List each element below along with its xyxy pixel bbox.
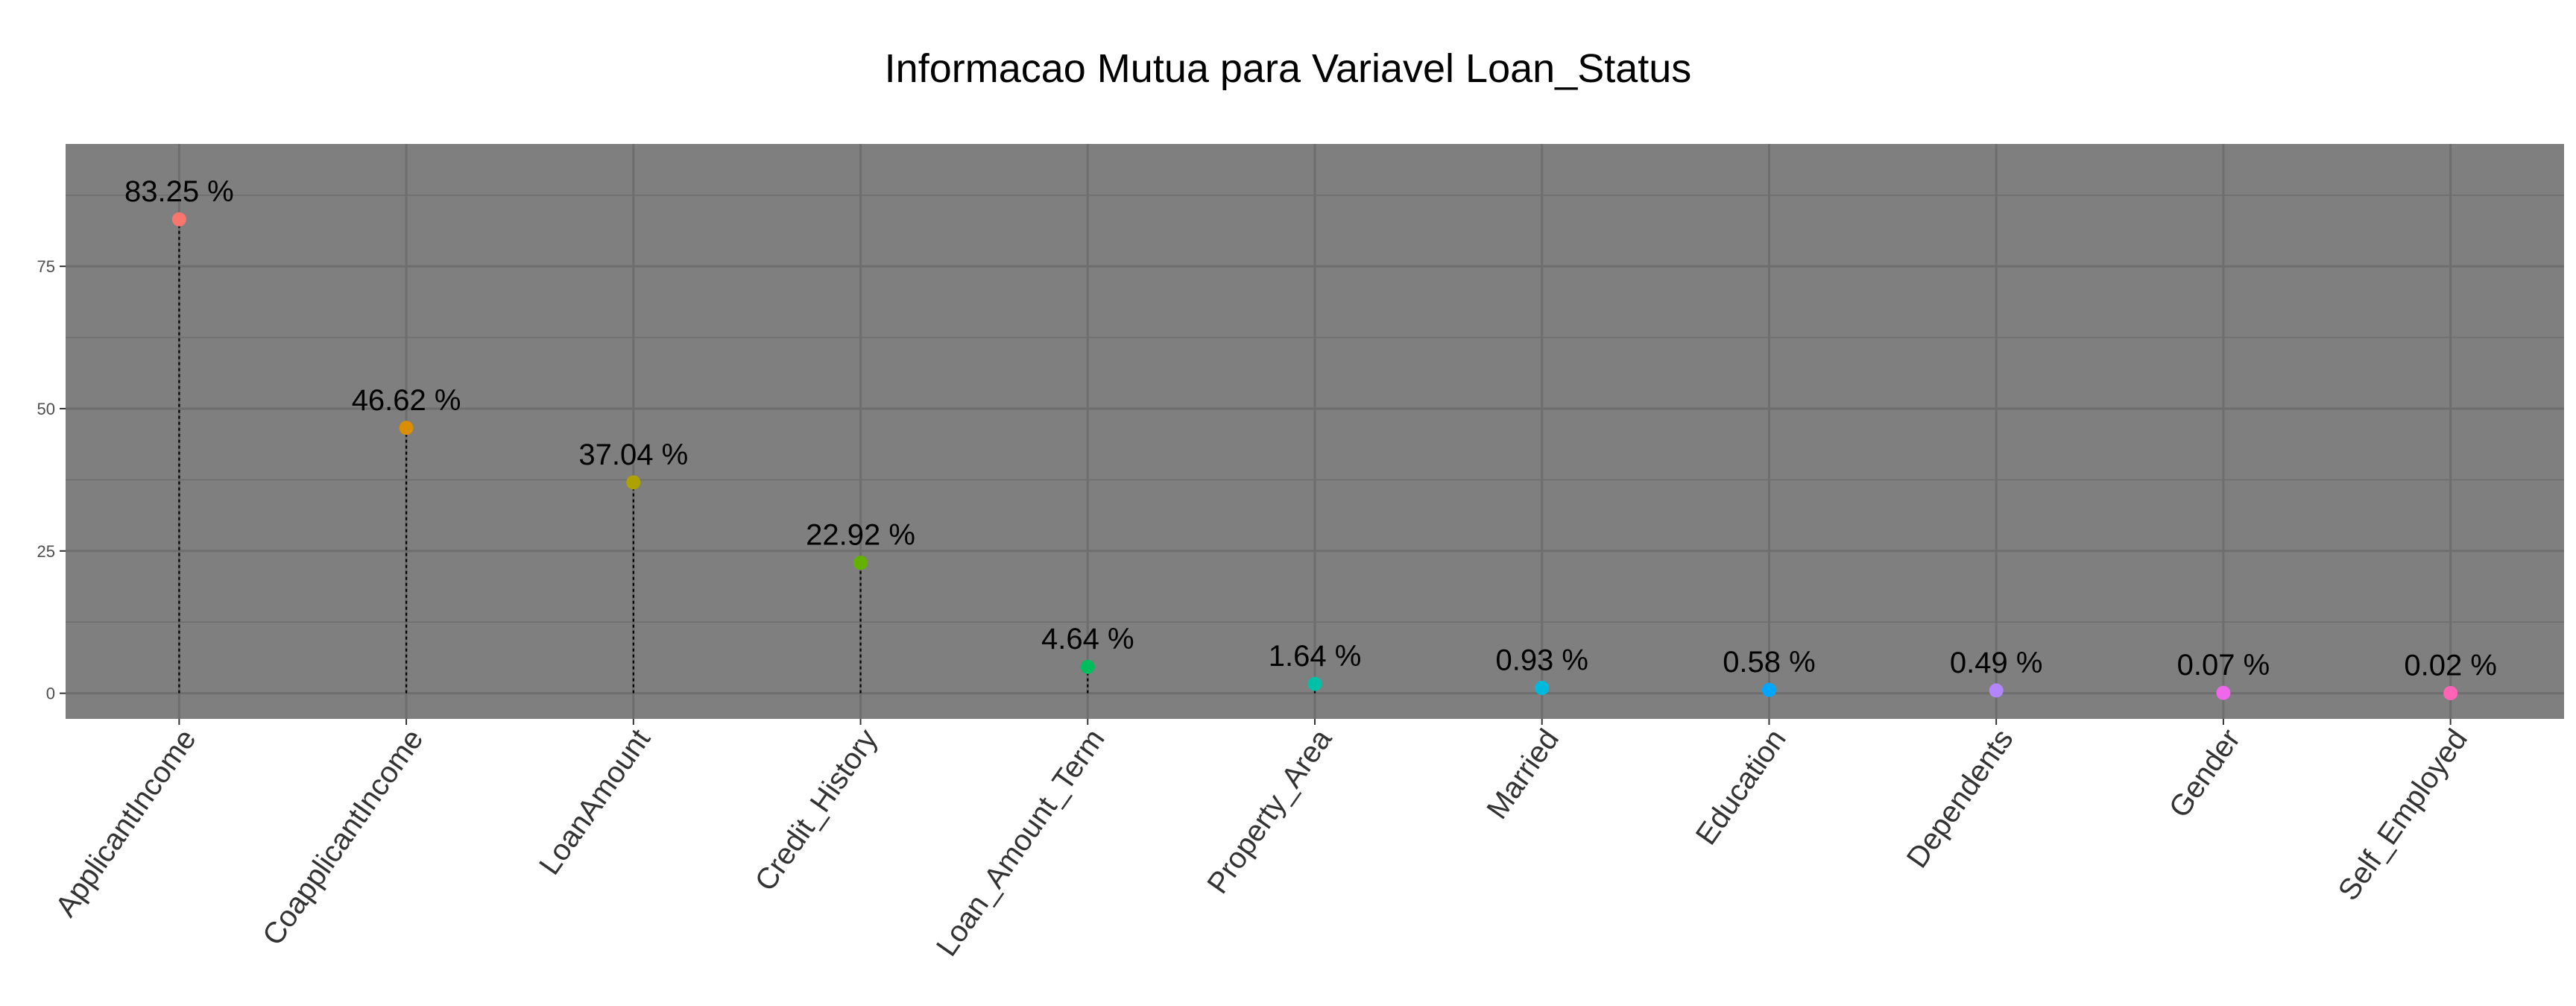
data-labels: 83.25 % 46.62 % 37.04 % 22.92 % 4.64 % 1.64 %… [124,175,2497,682]
x-tick-label-property_area: Property_Area [1201,723,1338,899]
point-credit_history [853,556,868,570]
y-axis: 0 25 50 75 [37,257,66,703]
data-label-applicantincome: 83.25 % [124,175,234,208]
data-label-coapplicantincome: 46.62 % [352,384,461,417]
x-tick-label-applicantincome: ApplicantIncome [49,723,203,922]
x-tick-label-coapplicantincome: CoapplicantIncome [256,723,429,952]
x-tick-label-dependents: Dependents [1901,723,2020,874]
y-tick-label: 25 [37,542,55,561]
data-label-gender: 0.07 % [2177,649,2270,682]
point-married [1535,681,1550,696]
point-education [1761,682,1776,697]
y-tick-label: 50 [37,400,55,418]
x-axis: ApplicantIncome CoapplicantIncome LoanAmou… [49,719,2474,962]
point-loan_amount_term [1080,659,1095,674]
point-applicantincome [171,212,186,227]
data-label-self_employed: 0.02 % [2404,649,2497,682]
x-tick-label-education: Education [1690,723,1793,851]
point-coapplicantincome [399,421,414,436]
data-label-loan_amount_term: 4.64 % [1041,623,1134,656]
x-tick-label-married: Married [1480,723,1565,825]
point-loanamount [626,475,641,490]
data-points [171,212,2458,700]
point-gender [2216,685,2231,700]
point-property_area [1307,676,1322,691]
y-tick-label: 75 [37,257,55,276]
data-label-property_area: 1.64 % [1269,640,1362,673]
point-self_employed [2443,685,2458,700]
x-tick-label-credit_history: Credit_History [749,723,884,897]
chart-title: Informacao Mutua para Variavel Loan_Stat… [885,46,1692,91]
data-label-education: 0.58 % [1723,646,1816,679]
data-label-credit_history: 22.92 % [806,519,915,552]
point-dependents [1989,683,2004,698]
data-label-loanamount: 37.04 % [578,438,688,471]
x-tick-label-loanamount: LoanAmount [533,723,657,881]
x-tick-label-self_employed: Self_Employed [2332,723,2474,907]
data-label-dependents: 0.49 % [1950,647,2043,679]
stems [178,219,2452,694]
x-tick-label-gender: Gender [2163,723,2247,824]
x-tick-label-loan_amount_term: Loan_Amount_Term [930,723,1111,962]
data-label-married: 0.93 % [1495,644,1588,677]
y-tick-label: 0 [46,685,55,703]
